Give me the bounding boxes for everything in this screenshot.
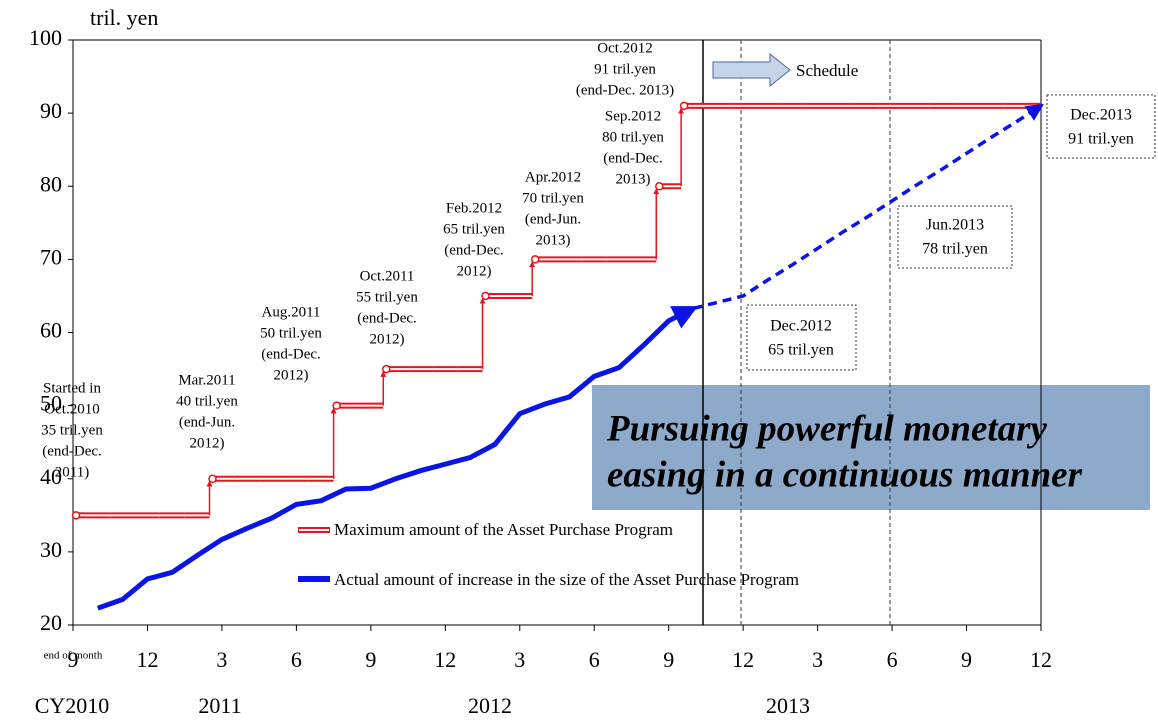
annotation: 2012): [274, 367, 309, 383]
x-tick-label: 9: [663, 647, 674, 672]
step-start: [382, 364, 391, 374]
schedule-arrow: [712, 52, 791, 88]
y-tick-label: 30: [40, 537, 62, 562]
year-label: CY2010: [35, 693, 110, 718]
annotation: 2012): [190, 435, 225, 451]
box-label: Dec.2012: [770, 318, 832, 335]
annotation: 55 tril.yen: [356, 289, 418, 305]
annotation: Oct.2010: [44, 401, 99, 417]
headline: Pursuing powerful monetary: [606, 408, 1048, 449]
y-label: tril. yen: [90, 5, 158, 30]
legend-label: Maximum amount of the Asset Purchase Pro…: [334, 520, 673, 539]
annotation: 2011): [55, 464, 89, 480]
x-tick-label: 12: [434, 647, 456, 672]
year-label: 2011: [198, 693, 241, 718]
annotation: Apr.2012: [525, 169, 581, 185]
annotation: 2013): [536, 232, 571, 248]
annotation: Feb.2012: [446, 200, 502, 216]
annotation: Aug.2011: [261, 304, 320, 320]
year-label: 2013: [766, 693, 810, 718]
x-tick-label: 3: [216, 647, 227, 672]
step-start: [71, 511, 81, 520]
year-label: 2012: [468, 693, 512, 718]
headline: easing in a continuous manner: [607, 454, 1083, 495]
box-label: Jun.2013: [926, 217, 984, 234]
y-tick-label: 80: [40, 171, 62, 196]
x-tick-label: 12: [732, 647, 754, 672]
scheduled-line: [693, 103, 1044, 311]
x-tick-label: 3: [812, 647, 823, 672]
annotation: 80 tril.yen: [602, 129, 664, 145]
annotation: (end-Jun.: [179, 414, 235, 430]
annotation: 2012): [370, 331, 405, 347]
annotation: 35 tril.yen: [41, 422, 103, 438]
callout: Schedule: [796, 61, 858, 80]
x-tick-label: 6: [291, 647, 302, 672]
step-start: [481, 291, 490, 301]
step-start: [530, 255, 540, 264]
x-note: end of month: [44, 650, 103, 662]
annotation: (end-Dec.: [261, 346, 321, 362]
annotation: 40 tril.yen: [176, 393, 238, 409]
label-box: [1046, 94, 1156, 159]
step-start: [332, 401, 341, 410]
legend-label: Actual amount of increase in the size of…: [334, 570, 800, 589]
annotation: Started in: [43, 380, 101, 396]
annotation: Oct.2012: [597, 40, 652, 56]
box-label: Dec.2013: [1070, 107, 1132, 124]
box-label: 65 tril.yen: [768, 342, 834, 359]
y-tick-label: 70: [40, 244, 62, 269]
x-tick-label: 9: [68, 647, 79, 672]
label-box: [746, 304, 857, 371]
box-label: 91 tril.yen: [1068, 131, 1134, 148]
annotation: (end-Dec.: [603, 150, 663, 166]
y-tick-label: 60: [40, 318, 62, 343]
label-box: [897, 205, 1013, 269]
annotation: 91 tril.yen: [594, 61, 656, 77]
x-tick-label: 9: [961, 647, 972, 672]
y-tick-label: 90: [40, 98, 62, 123]
box-label: 78 tril.yen: [922, 241, 988, 258]
annotation: Mar.2011: [178, 372, 235, 388]
x-tick-label: 3: [514, 647, 525, 672]
annotation: 50 tril.yen: [260, 325, 322, 341]
annotation: Sep.2012: [605, 108, 661, 124]
y-tick-label: 100: [29, 25, 62, 50]
x-tick-label: 6: [887, 647, 898, 672]
y-tick-label: 20: [40, 610, 62, 635]
y-tick-label: 50: [40, 391, 62, 416]
x-tick-label: 12: [136, 647, 158, 672]
y-tick-label: 40: [40, 464, 62, 489]
annotation: (end-Dec.: [357, 310, 417, 326]
annotation: 2012): [457, 263, 492, 279]
annotation: (end-Dec.: [444, 242, 504, 258]
actual-line: [96, 306, 698, 611]
annotation: 70 tril.yen: [522, 190, 584, 206]
annotation: (end-Jun.: [525, 211, 581, 227]
annotation: (end-Dec.: [42, 443, 102, 459]
x-tick-label: 12: [1030, 647, 1052, 672]
headline-box: [592, 385, 1150, 510]
step-start: [679, 101, 689, 111]
annotation: 65 tril.yen: [443, 221, 505, 237]
annotation: (end-Dec. 2013): [576, 82, 674, 98]
annotation: Oct.2011: [360, 268, 415, 284]
step-start: [208, 474, 217, 483]
x-tick-label: 9: [365, 647, 376, 672]
x-tick-label: 6: [589, 647, 600, 672]
step-start: [655, 182, 664, 191]
annotation: 2013): [616, 171, 651, 187]
